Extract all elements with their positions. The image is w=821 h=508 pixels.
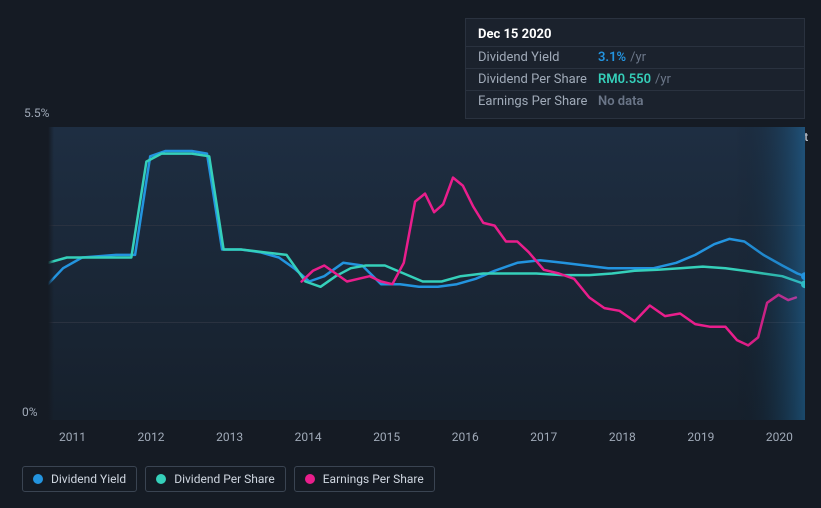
x-axis-label: 2017 [530,430,557,444]
legend-label: Dividend Yield [51,472,126,486]
x-axis-label: 2016 [452,430,479,444]
tooltip-row-suffix: /yr [655,72,671,87]
legend-label: Dividend Per Share [174,472,275,486]
tooltip-row-value: RM0.550/yr [598,72,671,87]
x-axis-label: 2018 [609,430,636,444]
tooltip-rows: Dividend Yield3.1%/yrDividend Per ShareR… [466,46,804,112]
chart-plot [48,127,805,420]
x-axis-label: 2014 [295,430,322,444]
y-axis-max-label: 5.5% [24,106,49,120]
legend-item[interactable]: Dividend Per Share [145,466,286,492]
legend-dot-icon [33,474,43,484]
tooltip-row-value: 3.1%/yr [598,50,646,65]
legend-dot-icon [305,474,315,484]
tooltip-row: Dividend Per ShareRM0.550/yr [466,68,804,90]
tooltip-row-value: No data [598,94,643,109]
tooltip-row: Earnings Per ShareNo data [466,90,804,112]
legend-item[interactable]: Dividend Yield [22,466,137,492]
tooltip-row-suffix: /yr [630,50,646,65]
tooltip-row: Dividend Yield3.1%/yr [466,46,804,68]
x-axis-label: 2012 [138,430,165,444]
tooltip-row-label: Earnings Per Share [478,94,598,109]
x-axis-label: 2020 [766,430,793,444]
right-glow [735,127,805,420]
x-axis-label: 2011 [59,430,86,444]
x-axis-labels: 2011 2012 2013 2014 2015 2016 2017 2018 2019 2020 [59,430,793,444]
y-axis-min-label: 0% [22,405,38,419]
x-axis-label: 2015 [373,430,400,444]
tooltip-row-label: Dividend Per Share [478,72,598,87]
chart-legend: Dividend Yield Dividend Per Share Earnings… [22,466,435,492]
x-axis-label: 2013 [216,430,243,444]
legend-item[interactable]: Earnings Per Share [294,466,435,492]
legend-dot-icon [156,474,166,484]
chart-tooltip: Dec 15 2020 Dividend Yield3.1%/yrDividen… [465,18,805,119]
left-edge-fade [48,127,54,420]
legend-label: Earnings Per Share [323,472,424,486]
plot-background [48,127,805,420]
x-axis-label: 2019 [687,430,714,444]
tooltip-date: Dec 15 2020 [466,25,804,46]
tooltip-row-label: Dividend Yield [478,50,598,65]
